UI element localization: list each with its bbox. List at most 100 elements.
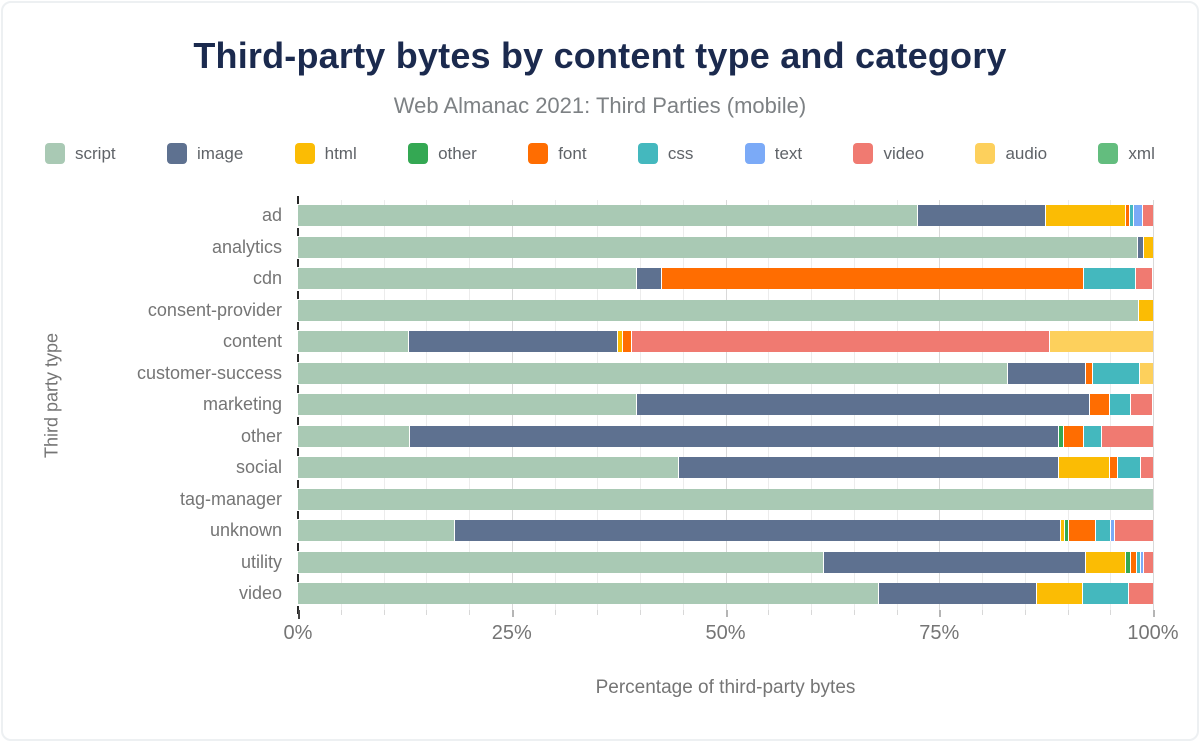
bar-segment-ad-script[interactable]	[298, 205, 918, 226]
bar-segment-video-css[interactable]	[1082, 583, 1130, 604]
bar-segment-video-video[interactable]	[1129, 583, 1153, 604]
legend-item-script[interactable]: script	[45, 143, 116, 164]
x-major-tick	[511, 610, 514, 617]
legend-item-text[interactable]: text	[744, 143, 803, 164]
y-axis-tick	[297, 605, 299, 614]
bar-segment-customer-success-font[interactable]	[1086, 362, 1094, 384]
y-axis-tick	[297, 353, 299, 362]
bar-segment-customer-success-script[interactable]	[298, 362, 1008, 384]
bar-segment-content-image[interactable]	[409, 331, 618, 352]
bar-segment-ad-css[interactable]	[1129, 205, 1135, 226]
bar-segment-analytics-image[interactable]	[1138, 236, 1145, 258]
bar-segment-content-script[interactable]	[298, 331, 410, 352]
bar-segment-marketing-image[interactable]	[636, 394, 1090, 415]
y-label-analytics: analytics	[211, 236, 282, 257]
bar-segment-social-font[interactable]	[1110, 457, 1118, 478]
legend-item-font[interactable]: font	[528, 143, 587, 164]
x-major-tick	[939, 610, 942, 617]
x-major-tick	[725, 610, 728, 617]
bar-segment-cdn-font[interactable]	[662, 268, 1084, 289]
y-label-video: video	[238, 583, 282, 604]
legend-label: text	[774, 143, 803, 163]
bar-segment-unknown-html[interactable]	[1060, 520, 1065, 541]
bar-segment-utility-video[interactable]	[1144, 551, 1153, 573]
bar-segment-video-image[interactable]	[878, 583, 1037, 604]
bar-segment-cdn-image[interactable]	[636, 268, 663, 289]
bar-segment-unknown-video[interactable]	[1115, 520, 1153, 541]
bar-segment-cdn-css[interactable]	[1083, 268, 1136, 289]
bar-segment-unknown-image[interactable]	[455, 520, 1061, 541]
bar-segment-utility-script[interactable]	[298, 551, 824, 573]
bar-segment-content-audio[interactable]	[1049, 331, 1153, 352]
bar-segment-marketing-video[interactable]	[1130, 394, 1153, 415]
bar-segment-customer-success-audio[interactable]	[1140, 362, 1153, 384]
x-minor-tick	[469, 610, 470, 615]
legend-item-html[interactable]: html	[294, 143, 357, 164]
bar-segment-ad-font[interactable]	[1125, 205, 1130, 226]
bar-segment-unknown-script[interactable]	[298, 520, 456, 541]
stacked-bar-video	[298, 583, 1153, 604]
bar-segment-unknown-font[interactable]	[1069, 520, 1096, 541]
bar-segment-utility-image[interactable]	[823, 551, 1087, 573]
legend-item-css[interactable]: css	[637, 143, 693, 164]
y-label-social: social	[235, 457, 282, 478]
legend-item-video[interactable]: video	[853, 143, 924, 164]
bar-segment-utility-text[interactable]	[1140, 551, 1145, 573]
legend-item-audio[interactable]: audio	[975, 143, 1047, 164]
bar-segment-other-font[interactable]	[1064, 425, 1084, 447]
bar-segment-social-image[interactable]	[679, 457, 1059, 478]
bar-segment-consent-provider-script[interactable]	[298, 299, 1140, 321]
bar-segment-social-html[interactable]	[1058, 457, 1111, 478]
bar-segment-other-video[interactable]	[1101, 425, 1153, 447]
legend-item-xml[interactable]: xml	[1098, 143, 1155, 164]
bar-segment-social-css[interactable]	[1117, 457, 1141, 478]
bar-segment-content-html[interactable]	[617, 331, 623, 352]
bar-segment-unknown-css[interactable]	[1095, 520, 1112, 541]
legend-item-image[interactable]: image	[166, 143, 243, 164]
bar-segment-ad-html[interactable]	[1046, 205, 1126, 226]
bar-segment-ad-video[interactable]	[1142, 205, 1153, 226]
x-minor-tick	[426, 610, 428, 615]
bar-segment-social-video[interactable]	[1141, 457, 1153, 478]
bar-segment-cdn-script[interactable]	[298, 268, 637, 289]
bar-segment-utility-css[interactable]	[1136, 551, 1141, 573]
bar-segment-ad-text[interactable]	[1134, 205, 1143, 226]
bar-segment-customer-success-image[interactable]	[1007, 362, 1087, 384]
y-axis-tick	[297, 196, 299, 204]
bar-segment-other-other[interactable]	[1058, 425, 1065, 447]
legend-item-other[interactable]: other	[408, 143, 477, 164]
bar-segment-utility-other[interactable]	[1126, 551, 1131, 573]
bar-segment-customer-success-css[interactable]	[1093, 362, 1141, 384]
bar-segment-video-script[interactable]	[298, 583, 879, 604]
bar-segment-marketing-css[interactable]	[1110, 394, 1131, 415]
bar-segment-other-image[interactable]	[410, 425, 1059, 447]
stacked-bar-other	[298, 425, 1153, 447]
bar-segment-video-html[interactable]	[1036, 583, 1083, 604]
stacked-bar-social	[298, 457, 1153, 478]
y-label-utility: utility	[240, 551, 282, 572]
bar-segment-other-css[interactable]	[1083, 425, 1102, 447]
x-tick-label-25: 25%	[491, 622, 532, 644]
bar-segment-content-video[interactable]	[632, 331, 1050, 352]
bar-segment-utility-html[interactable]	[1086, 551, 1127, 573]
bar-segment-content-font[interactable]	[622, 331, 633, 352]
bar-segment-consent-provider-html[interactable]	[1139, 299, 1153, 321]
bar-segment-analytics-html[interactable]	[1144, 236, 1153, 258]
bar-row-marketing	[298, 389, 1153, 421]
bar-segment-unknown-other[interactable]	[1064, 520, 1070, 541]
legend-label: video	[883, 143, 925, 163]
bar-segment-cdn-video[interactable]	[1135, 268, 1153, 289]
bar-segment-marketing-script[interactable]	[298, 394, 637, 415]
bar-segment-other-script[interactable]	[298, 425, 410, 447]
bar-row-content	[298, 326, 1153, 358]
bar-segment-analytics-script[interactable]	[298, 236, 1139, 258]
bar-segment-utility-font[interactable]	[1130, 551, 1137, 573]
legend-label: other	[438, 143, 477, 163]
bar-segment-ad-image[interactable]	[917, 205, 1047, 226]
bar-segment-social-script[interactable]	[298, 457, 680, 478]
bar-segment-marketing-font[interactable]	[1089, 394, 1111, 415]
bar-segment-unknown-text[interactable]	[1111, 520, 1116, 541]
bar-segment-tag-manager-script[interactable]	[298, 488, 1153, 510]
legend-swatch-text	[744, 143, 765, 164]
